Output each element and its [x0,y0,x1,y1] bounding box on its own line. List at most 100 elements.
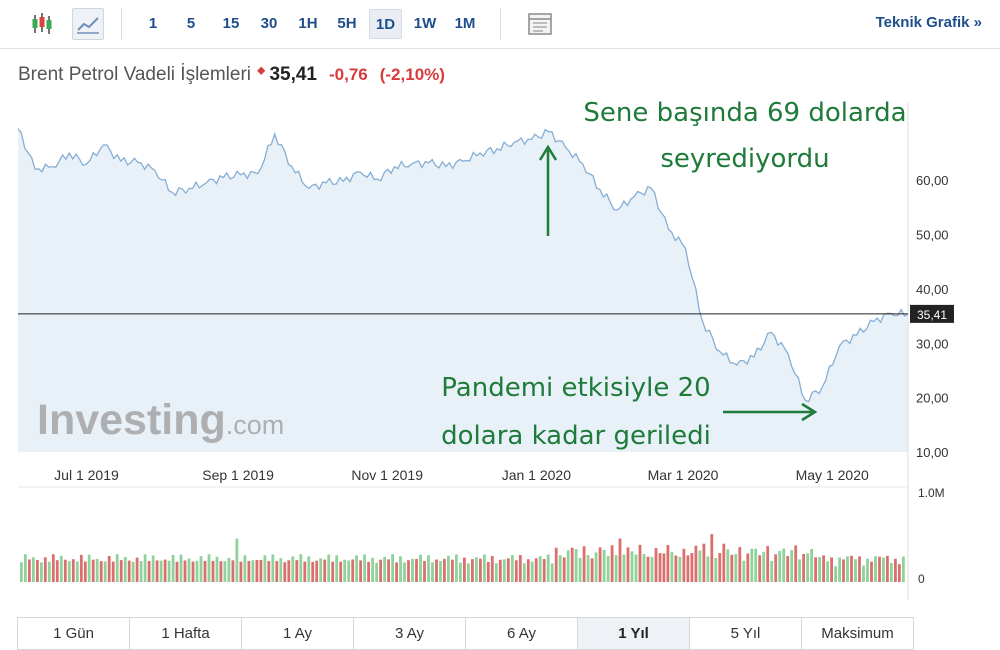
candlestick-icon[interactable] [26,8,58,40]
interval-1m[interactable]: 1M [454,15,476,32]
volume-bar [351,559,355,582]
volume-bar [467,563,470,582]
interval-1d[interactable]: 1D [369,9,402,39]
volume-bar [706,556,710,582]
volume-bar [894,558,897,582]
volume-bar [634,554,638,582]
current-price-tag [910,304,954,323]
volume-bar [566,550,570,582]
volume-bar [415,558,418,582]
volume-bar [107,556,111,582]
volume-bar [798,559,801,582]
volume-bar [323,559,327,582]
volume-bar [183,560,187,582]
toolbar-divider [500,8,501,40]
volume-bar [842,559,845,582]
volume-bar [614,555,618,582]
volume-bar [375,562,378,582]
volume-bar [95,558,99,582]
range-1-day[interactable]: 1 Gün [18,618,130,649]
chart-toolbar: 1 5 15 30 1H 5H 1D 1W 1M Teknik Grafik » [0,0,1000,49]
volume-bar [299,554,303,582]
volume-bar [295,560,299,582]
volume-bar [786,556,790,582]
interval-1w[interactable]: 1W [413,15,437,32]
volume-bar [790,550,794,582]
volume-bar [455,554,458,582]
down-arrow-icon: ⬥ [257,63,266,77]
volume-bar [890,563,893,582]
interval-1h[interactable]: 1H [298,15,318,32]
volume-bar [646,556,650,582]
annotation-up-arrow-head [538,144,558,161]
volume-bar [514,560,518,582]
interval-5[interactable]: 5 [186,15,196,32]
volume-bar [20,562,23,582]
volume-bar [558,555,562,582]
volume-bar [211,560,215,582]
range-3-month[interactable]: 3 Ay [354,618,466,649]
volume-bar [602,549,606,582]
range-6-month[interactable]: 6 Ay [466,618,578,649]
x-tick-label: Jan 1 2020 [502,467,571,483]
volume-bar [32,557,35,582]
volume-bar [287,560,291,582]
volume-bar [139,561,143,582]
volume-bar [367,561,370,582]
volume-bar [103,561,107,582]
price-change: -0,76 [328,65,368,84]
annotation-top-line-1: Sene başında 69 dolarda [583,98,906,128]
interval-30[interactable]: 30 [260,15,278,32]
range-1-week[interactable]: 1 Hafta [130,618,242,649]
volume-bar [155,560,159,582]
interval-5h[interactable]: 5H [337,15,357,32]
range-max[interactable]: Maksimum [821,625,894,642]
volume-bar [115,554,119,582]
volume-bar [119,560,123,582]
volume-bar [443,558,446,582]
annotation-bottom-line-1: Pandemi etkisiyle 20 [441,373,710,403]
x-tick-label: Sep 1 2019 [202,467,274,483]
plot-area: Investing.com [17,128,909,452]
y-tick-label: 10,00 [916,445,949,460]
volume-bar [319,558,323,582]
y-tick-label: 60,00 [916,173,949,188]
volume-bar [395,562,398,582]
technical-chart-link[interactable]: Teknik Grafik » [875,14,982,31]
volume-bar [311,561,315,582]
volume-bar [622,554,626,582]
volume-bar [718,553,722,582]
range-5-year[interactable]: 5 Yıl [690,618,802,649]
range-1-month[interactable]: 1 Ay [242,618,354,649]
volume-bar [47,561,51,582]
volume-bar [87,554,91,582]
last-price: 35,41 [269,64,317,85]
range-1-year[interactable]: 1 Yıl [578,618,690,649]
volume-bar [838,557,841,582]
volume-bar [630,551,634,582]
volume-bar [870,561,873,582]
interval-15[interactable]: 15 [222,15,240,32]
volume-bar [502,559,506,582]
volume-bar [782,548,786,582]
volume-bar [574,549,578,582]
volume-bar [858,556,861,582]
volume-bar [267,561,271,582]
toolbar-divider [121,8,122,40]
volume-bar [506,558,510,582]
volume-bar [219,561,223,582]
y-tick-label: 30,00 [916,336,949,351]
line-chart-icon[interactable] [72,8,104,40]
volume-bar [359,560,362,582]
volume-bar [187,558,191,582]
volume-bar [303,561,307,582]
volume-bar [878,556,881,582]
panel-layout-icon[interactable] [524,8,556,40]
price-chart[interactable]: Investing.com 60,00 50,00 40,00 30,00 20,00 1… [0,0,1000,615]
volume-bar [586,555,590,582]
interval-1[interactable]: 1 [148,15,158,32]
volume-bar [662,553,666,582]
volume-bar [171,555,175,582]
volume-bar [606,556,610,582]
volume-bar [638,544,642,582]
